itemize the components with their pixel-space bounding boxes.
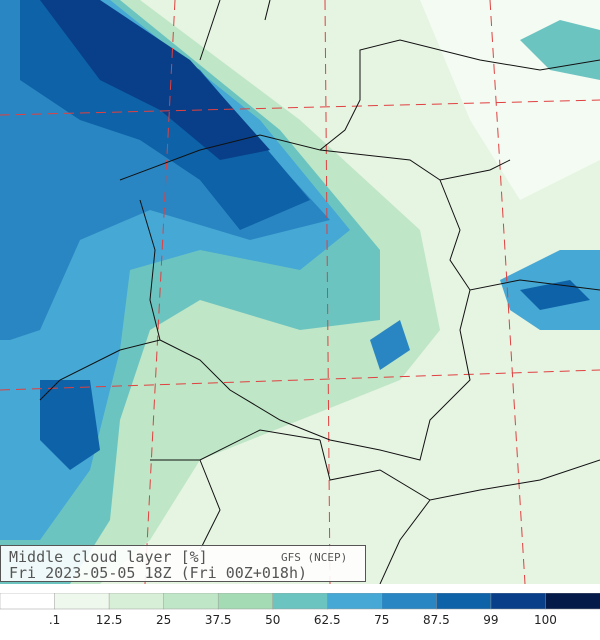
colorbar-label: 50 — [265, 613, 280, 627]
colorbar: .1 12.5 25 37.5 50 62.5 75 87.5 99 100 — [0, 593, 600, 627]
colorbar-label: 62.5 — [314, 613, 341, 627]
colorbar-swatch — [545, 593, 600, 610]
run-time: Fri 2023-05-05 18Z (Fri 00Z+018h) — [9, 564, 308, 582]
colorbar-label: 87.5 — [423, 613, 450, 627]
title: Middle cloud layer [%] — [9, 548, 208, 566]
colorbar-label: 25 — [156, 613, 171, 627]
colorbar-swatch — [217, 593, 274, 610]
colorbar-label: 12.5 — [96, 613, 123, 627]
map — [0, 0, 600, 584]
colorbar-swatch — [54, 593, 110, 610]
colorbar-swatch — [0, 593, 56, 610]
colorbar-swatch — [490, 593, 547, 610]
colorbar-swatch — [163, 593, 219, 610]
colorbar-swatch — [108, 593, 165, 610]
colorbar-label: 75 — [374, 613, 389, 627]
colorbar-label: 100 — [534, 613, 557, 627]
colorbar-label: .1 — [49, 613, 60, 627]
colorbar-swatch — [327, 593, 383, 610]
source: GFS (NCEP) — [281, 551, 348, 564]
info-box: Middle cloud layer [%] GFS (NCEP) Fri 20… — [0, 545, 366, 582]
colorbar-label: 37.5 — [205, 613, 232, 627]
colorbar-swatch — [381, 593, 438, 610]
colorbar-swatch — [436, 593, 492, 610]
colorbar-swatch — [272, 593, 329, 610]
colorbar-label: 99 — [483, 613, 498, 627]
